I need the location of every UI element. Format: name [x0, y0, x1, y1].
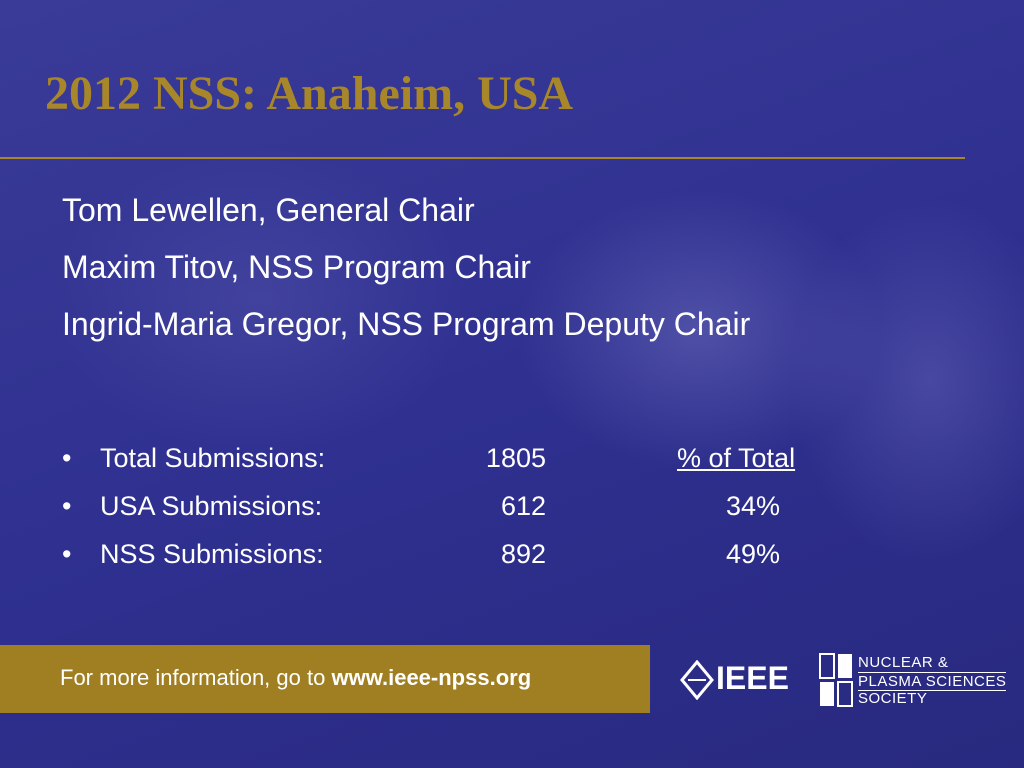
bullet: •	[62, 491, 72, 521]
ieee-diamond	[680, 660, 714, 700]
ieee-logo: IEEE	[716, 660, 789, 696]
npss-mark	[819, 653, 853, 707]
bullet: •	[62, 443, 72, 473]
bullet: •	[62, 539, 72, 569]
stat-percent: 34%	[725, 491, 780, 521]
stat-count: 1805	[485, 443, 546, 473]
footer-label: For more information, go to	[60, 665, 326, 690]
footer-band	[0, 645, 650, 713]
person-line: Ingrid-Maria Gregor, NSS Program Deputy …	[62, 306, 751, 342]
slide-title: 2012 NSS: Anaheim, USA	[45, 67, 574, 120]
stat-label: Total Submissions:	[100, 443, 326, 473]
stat-count: 612	[500, 491, 546, 521]
person-line: Tom Lewellen, General Chair	[62, 192, 475, 228]
footer-link[interactable]: www.ieee-npss.org	[331, 665, 532, 690]
society-line: NUCLEAR &	[858, 654, 949, 671]
stat-count: 892	[500, 539, 546, 569]
stat-label: USA Submissions:	[100, 491, 323, 521]
society-line: SOCIETY	[858, 690, 928, 707]
percent-header: % of Total	[677, 443, 796, 473]
footer-text: For more information, go to www.ieee-nps…	[60, 665, 531, 691]
person-line: Maxim Titov, NSS Program Chair	[62, 249, 531, 285]
title-rule	[0, 157, 965, 159]
stat-label: NSS Submissions:	[100, 539, 324, 569]
society-line: PLASMA SCIENCES	[858, 672, 1007, 691]
stat-percent: 49%	[725, 539, 780, 569]
